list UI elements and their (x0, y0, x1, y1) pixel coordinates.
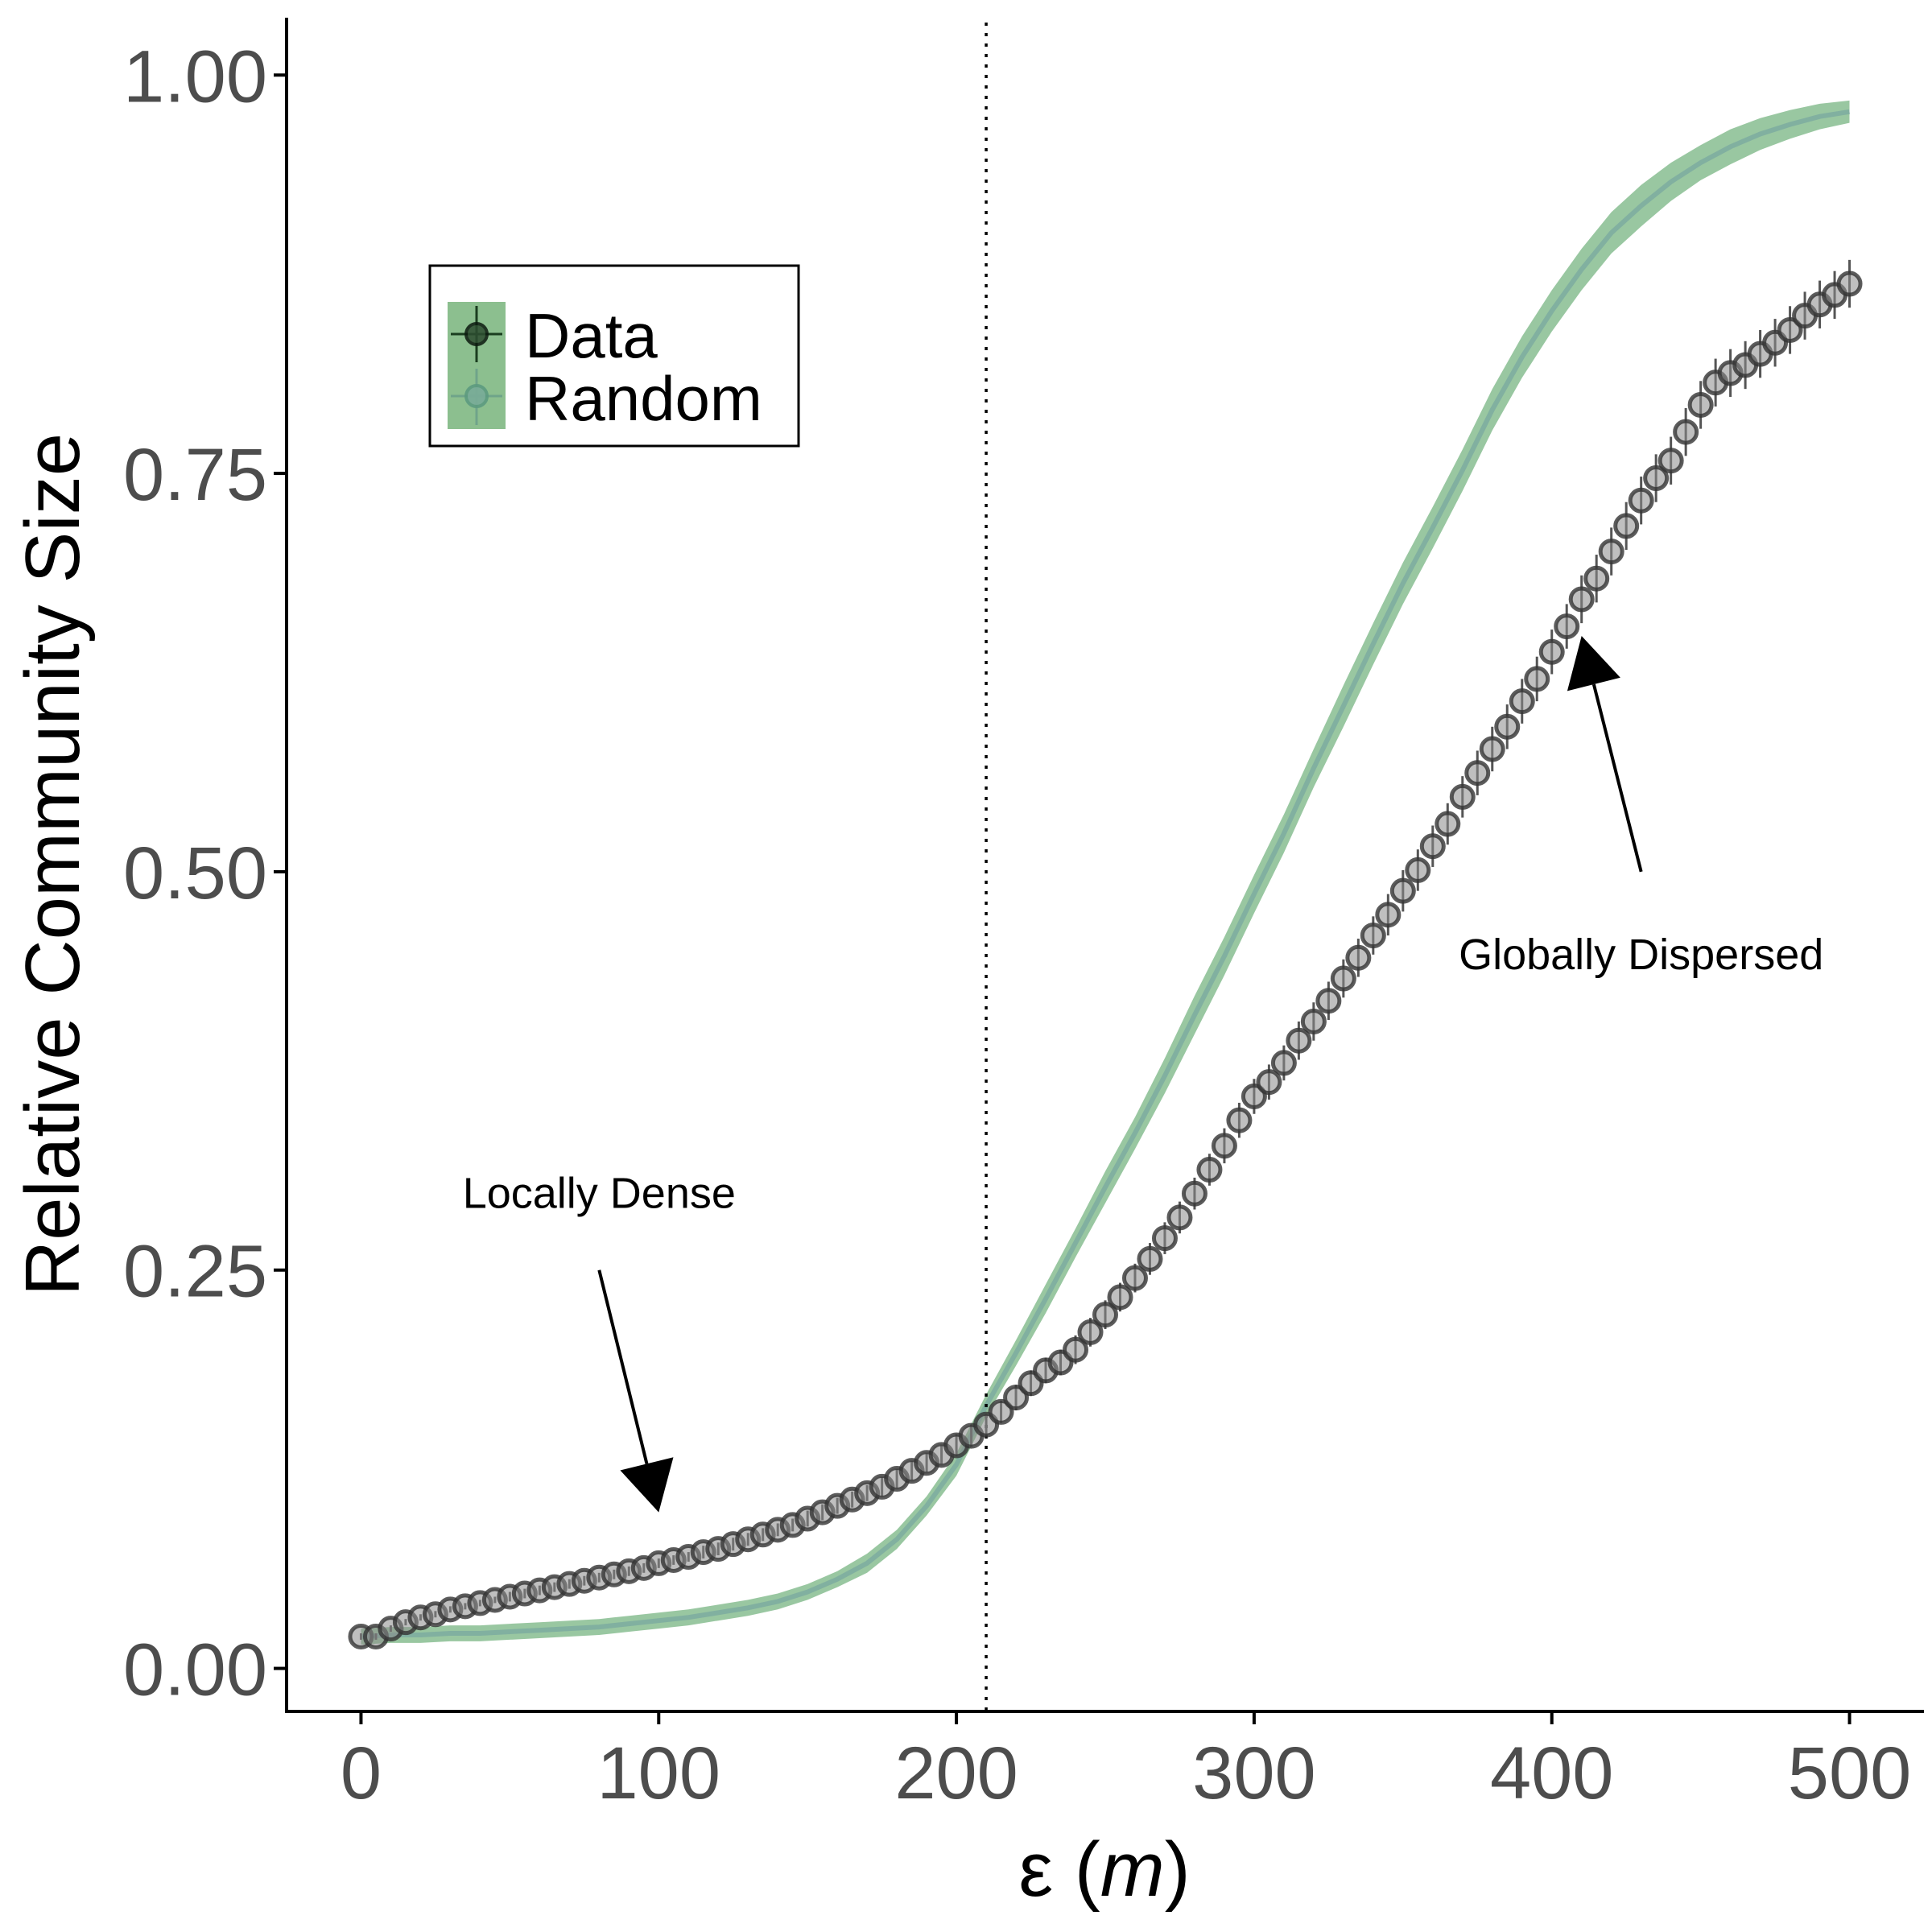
x-tick-label: 300 (1192, 1732, 1316, 1814)
data-point (1494, 713, 1521, 740)
ticks-layer: 0 100 200 300 400 500 0.00 0.25 0.50 0.75 1.00 (123, 35, 1911, 1814)
data-point (1777, 316, 1803, 343)
data-point (1330, 965, 1356, 992)
data-point (1405, 857, 1431, 883)
data-point (1673, 419, 1699, 445)
x-axis-unit: m (1100, 1827, 1165, 1913)
data-point (1435, 811, 1461, 837)
data-point (1315, 988, 1342, 1014)
annotation-arrow-head (1567, 635, 1620, 691)
legend-label-data: Data (525, 300, 658, 371)
x-axis-symbol: ε (1018, 1827, 1053, 1913)
x-axis-title: ε (m) (1018, 1827, 1190, 1913)
data-point (1211, 1133, 1237, 1159)
data-point (1181, 1180, 1208, 1207)
data-point (1554, 613, 1580, 640)
data-point (1464, 760, 1491, 786)
data-point (1583, 565, 1610, 592)
legend-label-random: Random (525, 363, 762, 434)
legend: Data Random (428, 264, 800, 448)
random-ribbon-layer (361, 100, 1850, 1645)
data-point (1568, 586, 1595, 613)
y-tick-label: 0.75 (123, 434, 267, 516)
data-point (1003, 1385, 1030, 1411)
data-point (1063, 1336, 1089, 1363)
data-point (1479, 736, 1505, 762)
data-point (1241, 1083, 1267, 1109)
data-point (1657, 448, 1684, 474)
data-point (1345, 944, 1372, 971)
annotation-arrow-shaft (597, 1269, 649, 1464)
data-point (1286, 1027, 1312, 1054)
data-point (1598, 539, 1624, 565)
y-tick-label: 1.00 (123, 35, 267, 118)
data-point (1256, 1069, 1282, 1096)
x-tick-label: 200 (894, 1732, 1018, 1814)
data-point (1121, 1265, 1148, 1291)
data-point (1375, 902, 1402, 928)
x-tick-label: 100 (597, 1732, 721, 1814)
data-point (1836, 270, 1863, 297)
y-tick-label: 0.50 (123, 832, 267, 914)
y-axis-title: Relative Community Size (10, 433, 96, 1296)
data-point (1389, 877, 1416, 904)
random-center-line (361, 109, 1850, 1639)
data-point (1166, 1204, 1193, 1231)
annotation-arrow-shaft (1591, 683, 1643, 873)
data-point (1628, 487, 1654, 514)
data-point (1449, 783, 1476, 810)
data-point (1226, 1107, 1253, 1133)
y-tick-label: 0.25 (123, 1231, 267, 1313)
data-point (1613, 513, 1640, 539)
data-point (1270, 1050, 1297, 1076)
annotation-label: Locally Dense (463, 1170, 736, 1218)
annotation-label: Globally Dispersed (1459, 931, 1823, 979)
data-point (1643, 465, 1670, 492)
legend-key-data-marker (464, 322, 489, 346)
data-point (1300, 1008, 1327, 1034)
data-point (1151, 1225, 1178, 1252)
legend-key-random-marker (464, 384, 489, 408)
data-point (1509, 688, 1535, 715)
axes-layer (285, 18, 1924, 1713)
data-point (1524, 666, 1550, 692)
data-point (1360, 923, 1386, 949)
data-point (988, 1398, 1014, 1425)
annotation-arrow-head (620, 1457, 674, 1513)
data-point (1196, 1157, 1223, 1183)
data-point (1107, 1284, 1133, 1311)
data-point (1137, 1245, 1163, 1272)
data-point (1077, 1319, 1104, 1345)
x-tick-label: 0 (341, 1732, 382, 1814)
y-tick-label: 0.00 (123, 1629, 267, 1711)
data-points-layer (348, 259, 1863, 1649)
annotations-layer: Locally Dense Globally Dispersed (463, 635, 1823, 1513)
data-point (1092, 1302, 1118, 1328)
data-point (1538, 638, 1565, 665)
x-tick-label: 500 (1788, 1732, 1912, 1814)
x-tick-label: 400 (1490, 1732, 1614, 1814)
data-point (1687, 391, 1714, 418)
data-point (1419, 833, 1446, 860)
